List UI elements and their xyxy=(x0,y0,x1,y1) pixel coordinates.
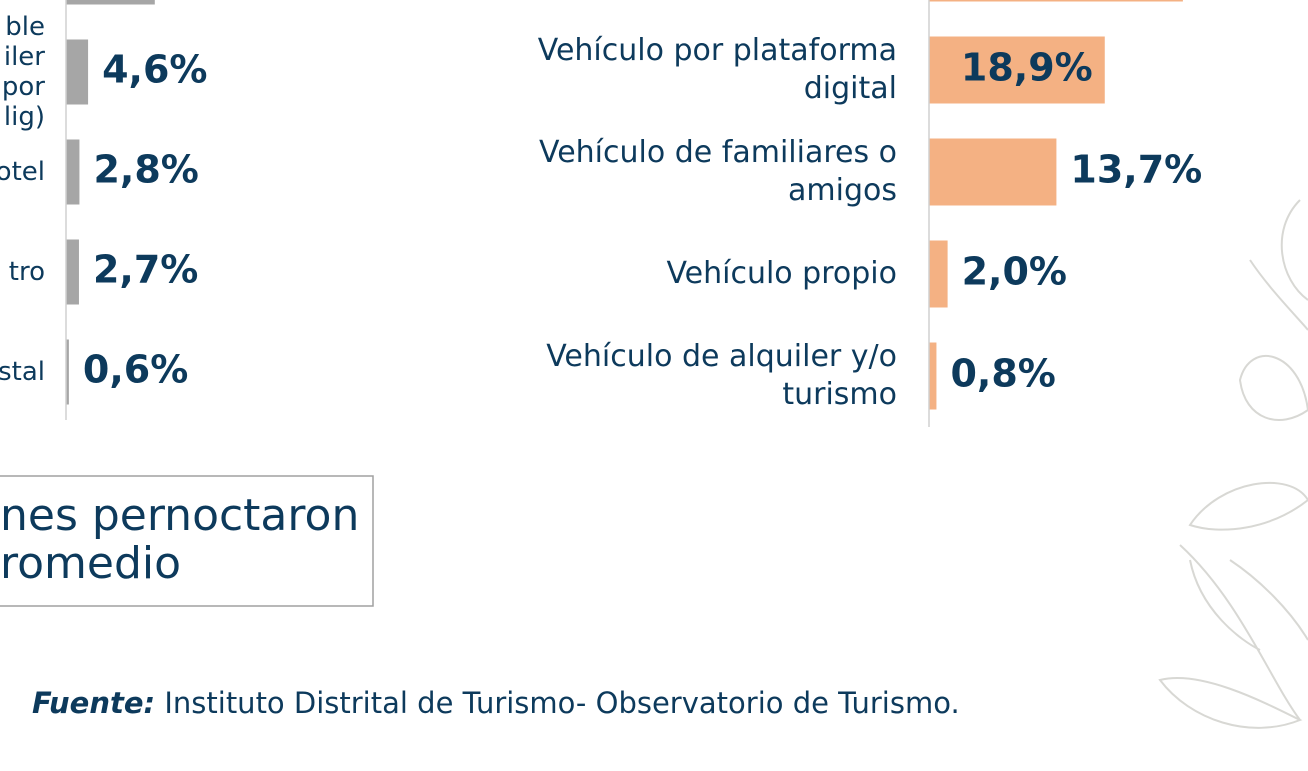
leaf-decoration xyxy=(1160,200,1308,728)
category-label: Vehículo propio xyxy=(666,256,897,291)
bar xyxy=(929,0,1183,2)
category-line: stal xyxy=(0,357,45,387)
bar xyxy=(66,40,88,105)
bar xyxy=(929,241,948,308)
category-line: lig) xyxy=(4,102,45,132)
category-line: otel xyxy=(0,157,45,187)
value-label: 2,7% xyxy=(93,248,198,292)
category-line: Vehículo propio xyxy=(666,256,897,291)
value-label: 2,8% xyxy=(93,148,198,192)
category-line: turismo xyxy=(782,377,897,412)
category-line: Vehículo de familiares o xyxy=(539,135,897,170)
value-label: 13,7% xyxy=(1070,148,1202,192)
bar xyxy=(929,139,1056,206)
category-label: tro xyxy=(9,257,45,287)
bar xyxy=(66,0,155,5)
value-label: 4,6% xyxy=(102,48,207,92)
box-text: romedio xyxy=(0,538,181,589)
category-line: amigos xyxy=(788,173,897,208)
box-text: nes pernoctaron xyxy=(0,490,359,541)
category-line: tro xyxy=(9,257,45,287)
value-label: 0,8% xyxy=(950,352,1055,396)
category-line: por xyxy=(2,72,45,102)
value-label: 2,0% xyxy=(962,250,1067,294)
footer: Fuente: Instituto Distrital de Turismo- … xyxy=(32,686,960,720)
footer-text: Instituto Distrital de Turismo- Observat… xyxy=(155,686,960,720)
category-line: digital xyxy=(804,71,897,106)
category-label: stal xyxy=(0,357,45,387)
slide: nes pernoctaron romedio Fuente: Institut… xyxy=(0,0,1308,771)
footer-label: Fuente: xyxy=(32,686,155,720)
category-line: ble xyxy=(5,12,45,42)
category-label: otel xyxy=(0,157,45,187)
category-line: Vehículo de alquiler y/o xyxy=(546,339,897,374)
bar xyxy=(929,343,936,410)
category-line: Vehículo por plataforma xyxy=(538,33,897,68)
bar xyxy=(66,140,79,205)
value-label: 0,6% xyxy=(83,348,188,392)
value-label: 18,9% xyxy=(961,46,1093,90)
category-line: iler xyxy=(4,42,45,72)
bar xyxy=(66,240,79,305)
